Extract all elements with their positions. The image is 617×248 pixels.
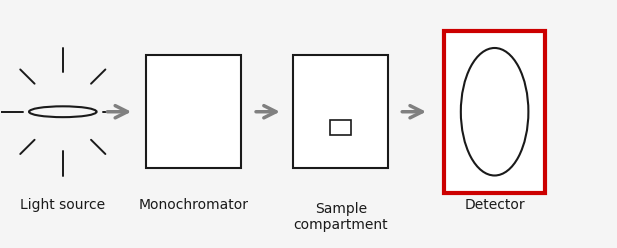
Bar	[146, 55, 241, 168]
Text: Sample
compartment: Sample compartment	[294, 202, 388, 232]
Ellipse shape	[461, 48, 528, 176]
Bar	[293, 55, 388, 168]
Bar	[330, 120, 352, 135]
Text: Monochromator: Monochromator	[139, 198, 249, 212]
Text: Light source: Light source	[20, 198, 106, 212]
Bar	[444, 31, 545, 193]
Text: Detector: Detector	[465, 198, 525, 212]
Ellipse shape	[29, 106, 97, 117]
